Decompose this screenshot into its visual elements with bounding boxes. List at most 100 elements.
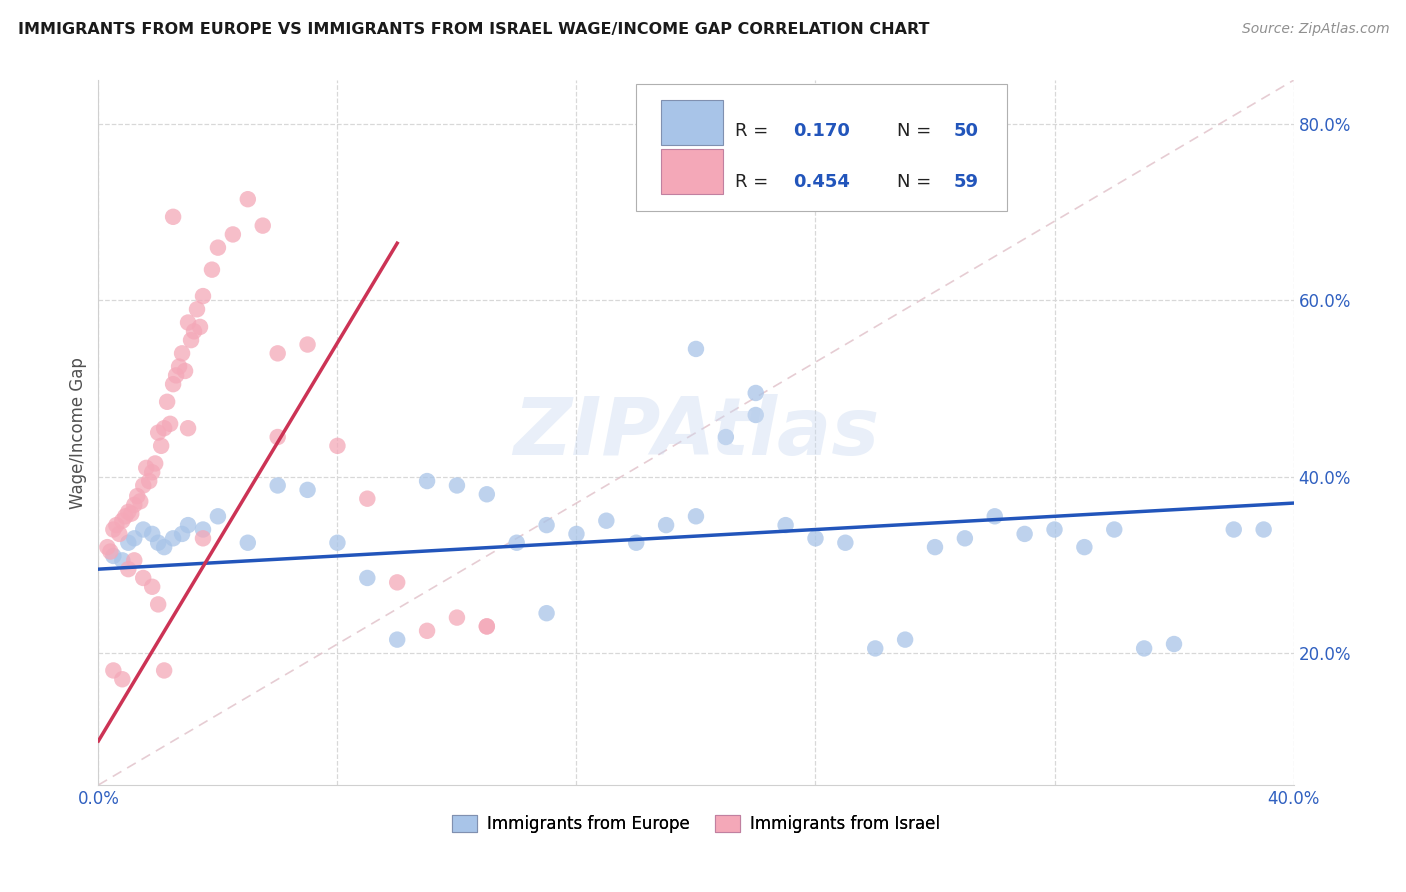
Point (132, 523, 155, 537)
Text: N =: N = (897, 122, 936, 140)
FancyBboxPatch shape (637, 84, 1007, 211)
Point (385, 632, 409, 647)
FancyBboxPatch shape (661, 100, 724, 145)
Point (108, 527, 131, 541)
Point (172, 527, 194, 541)
Point (162, 210, 184, 224)
Text: 50: 50 (955, 122, 979, 140)
Point (1253, 523, 1275, 537)
Point (595, 514, 617, 528)
Point (475, 619, 498, 633)
Point (186, 302, 208, 317)
Point (117, 535, 139, 549)
Point (180, 333, 202, 347)
Point (191, 531, 214, 545)
Point (96, 540, 118, 554)
FancyBboxPatch shape (661, 149, 724, 194)
Point (865, 641, 887, 656)
Point (105, 518, 128, 533)
Point (201, 262, 224, 277)
Point (162, 377, 184, 392)
Text: R =: R = (735, 173, 775, 192)
Point (356, 571, 378, 585)
Point (103, 549, 125, 563)
Point (416, 474, 439, 488)
Point (267, 430, 290, 444)
Point (124, 498, 146, 512)
Legend: Immigrants from Europe, Immigrants from Israel: Immigrants from Europe, Immigrants from … (446, 808, 946, 840)
Point (111, 553, 134, 567)
Point (141, 465, 163, 479)
Point (775, 518, 797, 533)
Point (714, 430, 737, 444)
Point (177, 421, 200, 435)
Y-axis label: Wage/Income Gap: Wage/Income Gap (69, 357, 87, 508)
Point (356, 491, 378, 506)
Point (132, 571, 155, 585)
Text: N =: N = (897, 173, 936, 192)
Point (124, 531, 146, 545)
Point (565, 527, 588, 541)
Point (117, 562, 139, 576)
Point (98, 544, 122, 558)
Point (153, 664, 176, 678)
Point (127, 489, 149, 503)
Point (1014, 527, 1036, 541)
Point (141, 527, 163, 541)
Point (446, 478, 468, 492)
Point (177, 518, 200, 533)
Point (1104, 523, 1126, 537)
Point (745, 408, 768, 422)
Point (156, 394, 179, 409)
Point (326, 439, 349, 453)
Point (207, 241, 229, 255)
Point (153, 540, 176, 554)
Point (148, 425, 170, 440)
Point (207, 509, 229, 524)
Point (159, 417, 181, 431)
Point (267, 478, 290, 492)
Text: R =: R = (735, 122, 775, 140)
Point (804, 531, 827, 545)
Point (188, 320, 211, 334)
Point (111, 673, 134, 687)
Text: ZIPAtlas: ZIPAtlas (513, 393, 879, 472)
Point (117, 505, 139, 519)
Point (267, 346, 290, 360)
Point (143, 457, 166, 471)
Point (475, 619, 498, 633)
Point (1133, 641, 1156, 656)
Point (114, 509, 136, 524)
Point (297, 337, 319, 351)
Point (252, 219, 274, 233)
Point (1163, 637, 1185, 651)
Point (385, 575, 409, 590)
Point (191, 289, 214, 303)
Point (165, 368, 187, 383)
Text: IMMIGRANTS FROM EUROPE VS IMMIGRANTS FROM ISRAEL WAGE/INCOME GAP CORRELATION CHA: IMMIGRANTS FROM EUROPE VS IMMIGRANTS FRO… (18, 22, 929, 37)
Point (984, 509, 1007, 524)
Point (685, 509, 707, 524)
Point (326, 535, 349, 549)
Point (124, 553, 146, 567)
Point (446, 610, 468, 624)
Point (141, 580, 163, 594)
Point (162, 531, 184, 545)
Point (745, 386, 768, 401)
Point (103, 664, 125, 678)
Point (177, 316, 200, 330)
Point (135, 460, 157, 475)
Point (1223, 523, 1246, 537)
Text: Source: ZipAtlas.com: Source: ZipAtlas.com (1241, 22, 1389, 37)
Point (297, 483, 319, 497)
Text: 0.454: 0.454 (793, 173, 849, 192)
Text: 59: 59 (955, 173, 979, 192)
Point (174, 364, 197, 378)
Point (167, 359, 190, 374)
Point (236, 535, 259, 549)
Point (132, 478, 155, 492)
Point (222, 227, 245, 242)
Point (834, 535, 856, 549)
Point (953, 531, 976, 545)
Point (129, 494, 152, 508)
